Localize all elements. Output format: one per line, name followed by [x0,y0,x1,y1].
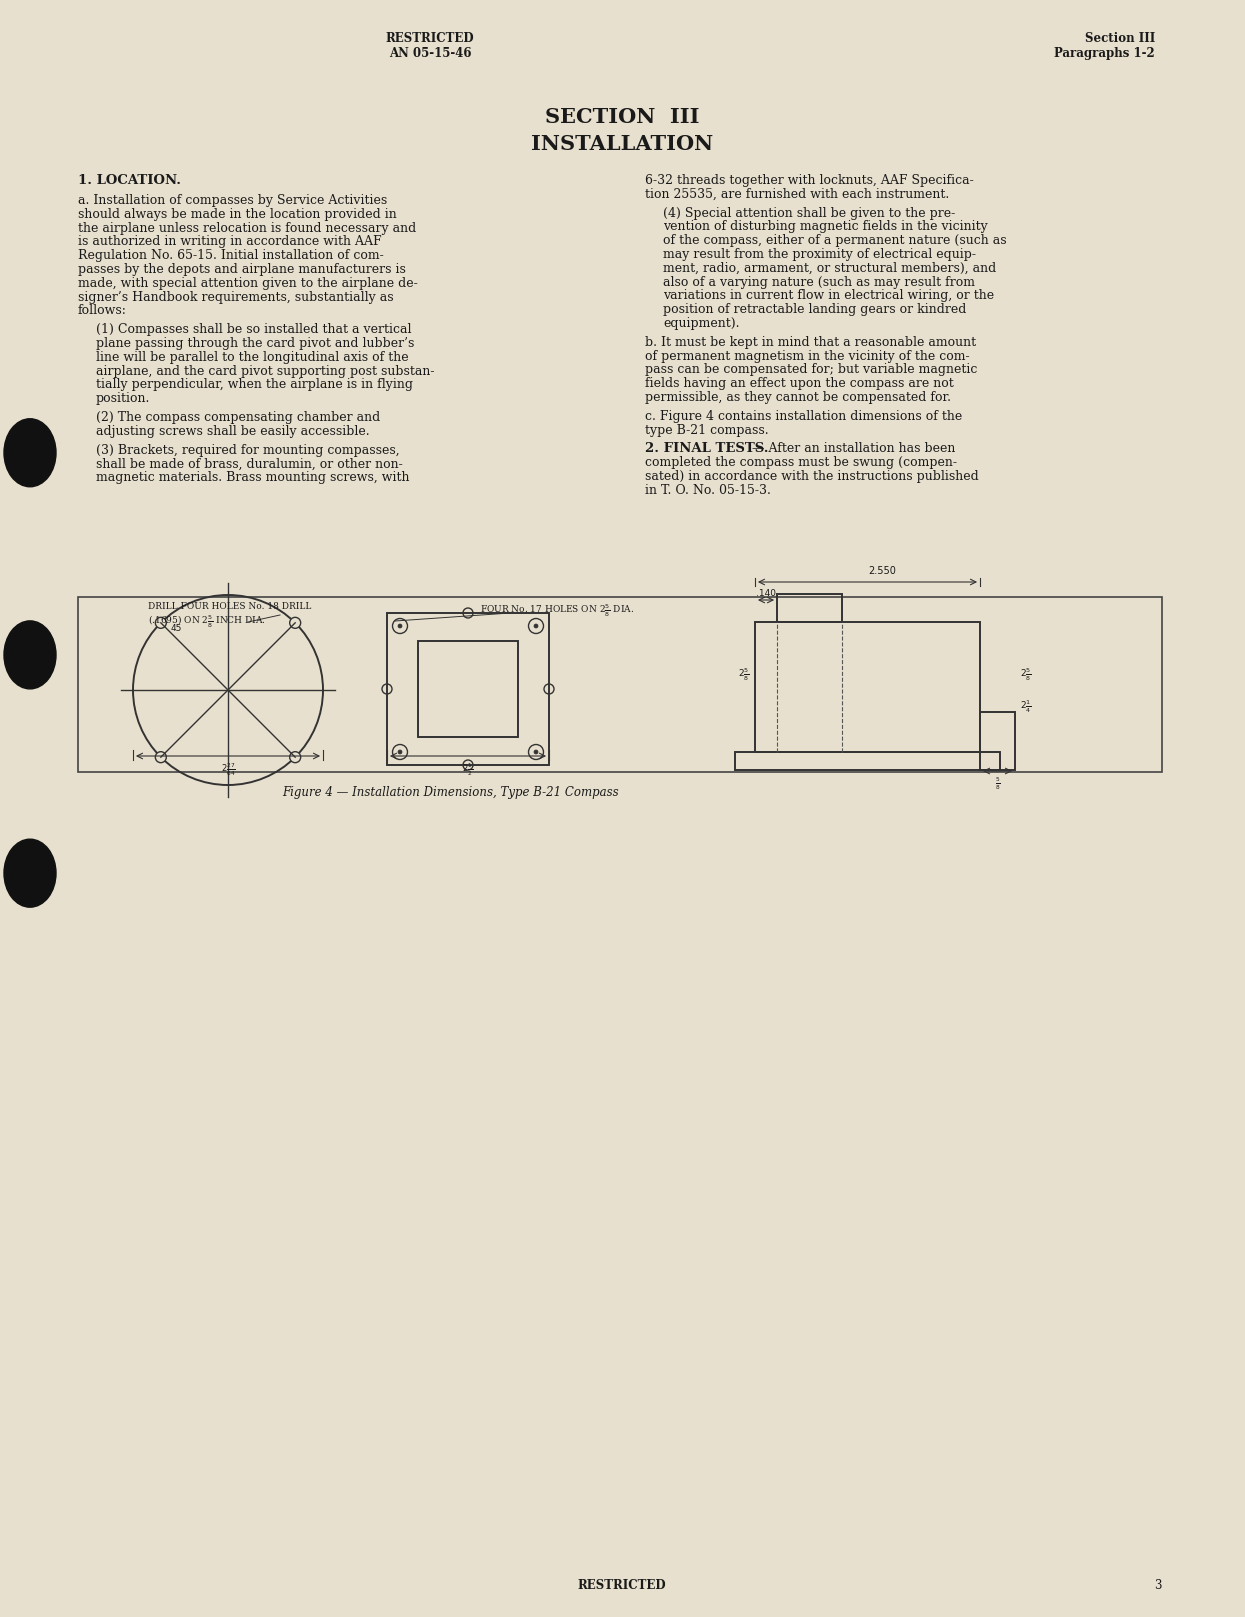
Bar [980,711,1015,770]
Text: a. Installation of compasses by Service Activities: a. Installation of compasses by Service … [78,194,387,207]
Text: SECTION  III: SECTION III [545,107,700,128]
Text: may result from the proximity of electrical equip-: may result from the proximity of electri… [664,247,976,260]
Text: (4) Special attention shall be given to the pre-: (4) Special attention shall be given to … [664,207,955,220]
Text: 2$\frac{5}{8}$: 2$\frac{5}{8}$ [738,666,749,682]
Text: b. It must be kept in mind that a reasonable amount: b. It must be kept in mind that a reason… [645,336,976,349]
Text: passes by the depots and airplane manufacturers is: passes by the depots and airplane manufa… [78,264,406,277]
Text: (2) The compass compensating chamber and: (2) The compass compensating chamber and [96,411,380,424]
Text: airplane, and the card pivot supporting post substan-: airplane, and the card pivot supporting … [96,364,435,378]
Text: Figure 4 — Installation Dimensions, Type B-21 Compass: Figure 4 — Installation Dimensions, Type… [281,786,619,799]
Bar [777,593,842,623]
Text: 2$\frac{5}{8}$: 2$\frac{5}{8}$ [1020,666,1032,682]
Text: made, with special attention given to the airplane de-: made, with special attention given to th… [78,277,418,289]
Text: 6-32 threads together with locknuts, AAF Specifica-: 6-32 threads together with locknuts, AAF… [645,175,974,188]
Text: RESTRICTED: RESTRICTED [386,32,474,45]
Text: FOUR No. 17 HOLES ON 2$\frac{5}{8}$ DIA.: FOUR No. 17 HOLES ON 2$\frac{5}{8}$ DIA. [481,602,634,619]
Text: in T. O. No. 05-15-3.: in T. O. No. 05-15-3. [645,483,771,496]
Bar [387,613,549,765]
Text: $\frac{5}{8}$: $\frac{5}{8}$ [995,776,1001,792]
Text: line will be parallel to the longitudinal axis of the: line will be parallel to the longitudina… [96,351,408,364]
Text: (1) Compasses shall be so installed that a vertical: (1) Compasses shall be so installed that… [96,323,412,336]
Bar [735,752,1000,770]
Text: completed the compass must be swung (compen-: completed the compass must be swung (com… [645,456,957,469]
Circle shape [398,624,402,627]
Text: 2$\frac{27}{64}$: 2$\frac{27}{64}$ [220,762,235,778]
Text: type B-21 compass.: type B-21 compass. [645,424,768,437]
Text: Paragraphs 1-2: Paragraphs 1-2 [1055,47,1155,60]
Text: Section III: Section III [1084,32,1155,45]
Text: RESTRICTED: RESTRICTED [578,1578,666,1593]
Text: AN 05-15-46: AN 05-15-46 [388,47,472,60]
Circle shape [534,750,538,754]
Text: permissible, as they cannot be compensated for.: permissible, as they cannot be compensat… [645,391,951,404]
Bar [418,640,518,737]
Text: 3: 3 [1154,1578,1162,1593]
Text: 2$\frac{1}{4}$: 2$\frac{1}{4}$ [1020,699,1032,715]
Text: fields having an effect upon the compass are not: fields having an effect upon the compass… [645,377,954,390]
Text: — After an installation has been: — After an installation has been [752,443,955,456]
Text: ment, radio, armament, or structural members), and: ment, radio, armament, or structural mem… [664,262,996,275]
Circle shape [398,750,402,754]
Text: c. Figure 4 contains installation dimensions of the: c. Figure 4 contains installation dimens… [645,409,962,422]
Text: 1. LOCATION.: 1. LOCATION. [78,175,181,188]
Text: of permanent magnetism in the vicinity of the com-: of permanent magnetism in the vicinity o… [645,349,970,362]
Text: sated) in accordance with the instructions published: sated) in accordance with the instructio… [645,471,979,483]
Text: (3) Brackets, required for mounting compasses,: (3) Brackets, required for mounting comp… [96,443,400,456]
Text: shall be made of brass, duralumin, or other non-: shall be made of brass, duralumin, or ot… [96,458,402,471]
Text: plane passing through the card pivot and lubber’s: plane passing through the card pivot and… [96,336,415,349]
Text: pass can be compensated for; but variable magnetic: pass can be compensated for; but variabl… [645,364,977,377]
Text: DRILL FOUR HOLES No. 18 DRILL: DRILL FOUR HOLES No. 18 DRILL [148,602,311,611]
Text: of the compass, either of a permanent nature (such as: of the compass, either of a permanent na… [664,234,1007,247]
Circle shape [156,752,167,763]
Text: vention of disturbing magnetic fields in the vicinity: vention of disturbing magnetic fields in… [664,220,987,233]
Text: 45: 45 [171,624,182,632]
Bar [78,597,1162,771]
Text: tion 25535, are furnished with each instrument.: tion 25535, are furnished with each inst… [645,188,949,201]
Text: Regulation No. 65-15. Initial installation of com-: Regulation No. 65-15. Initial installati… [78,249,383,262]
Text: also of a varying nature (such as may result from: also of a varying nature (such as may re… [664,275,975,288]
Text: INSTALLATION: INSTALLATION [530,134,713,154]
Circle shape [290,752,301,763]
Circle shape [156,618,167,629]
Text: equipment).: equipment). [664,317,740,330]
Circle shape [534,624,538,627]
Text: should always be made in the location provided in: should always be made in the location pr… [78,209,397,222]
Circle shape [290,618,301,629]
Ellipse shape [4,839,56,907]
Text: 2.550: 2.550 [869,566,896,576]
Text: the airplane unless relocation is found necessary and: the airplane unless relocation is found … [78,222,416,234]
Text: position.: position. [96,393,151,406]
Text: tially perpendicular, when the airplane is in flying: tially perpendicular, when the airplane … [96,378,413,391]
Text: .140: .140 [756,589,776,598]
Text: 2$\frac{1}{2}$: 2$\frac{1}{2}$ [462,762,473,778]
Text: 2. FINAL TESTS.: 2. FINAL TESTS. [645,443,768,456]
Text: signer’s Handbook requirements, substantially as: signer’s Handbook requirements, substant… [78,291,393,304]
Text: position of retractable landing gears or kindred: position of retractable landing gears or… [664,304,966,317]
Text: adjusting screws shall be easily accessible.: adjusting screws shall be easily accessi… [96,425,370,438]
Ellipse shape [4,419,56,487]
Text: is authorized in writing in accordance with AAF: is authorized in writing in accordance w… [78,236,382,249]
Text: (.1695) ON 2$\frac{5}{8}$ INCH DIA.: (.1695) ON 2$\frac{5}{8}$ INCH DIA. [148,613,265,629]
Text: follows:: follows: [78,304,127,317]
Ellipse shape [4,621,56,689]
Bar [754,623,980,752]
Text: magnetic materials. Brass mounting screws, with: magnetic materials. Brass mounting screw… [96,471,410,483]
Text: variations in current flow in electrical wiring, or the: variations in current flow in electrical… [664,289,994,302]
